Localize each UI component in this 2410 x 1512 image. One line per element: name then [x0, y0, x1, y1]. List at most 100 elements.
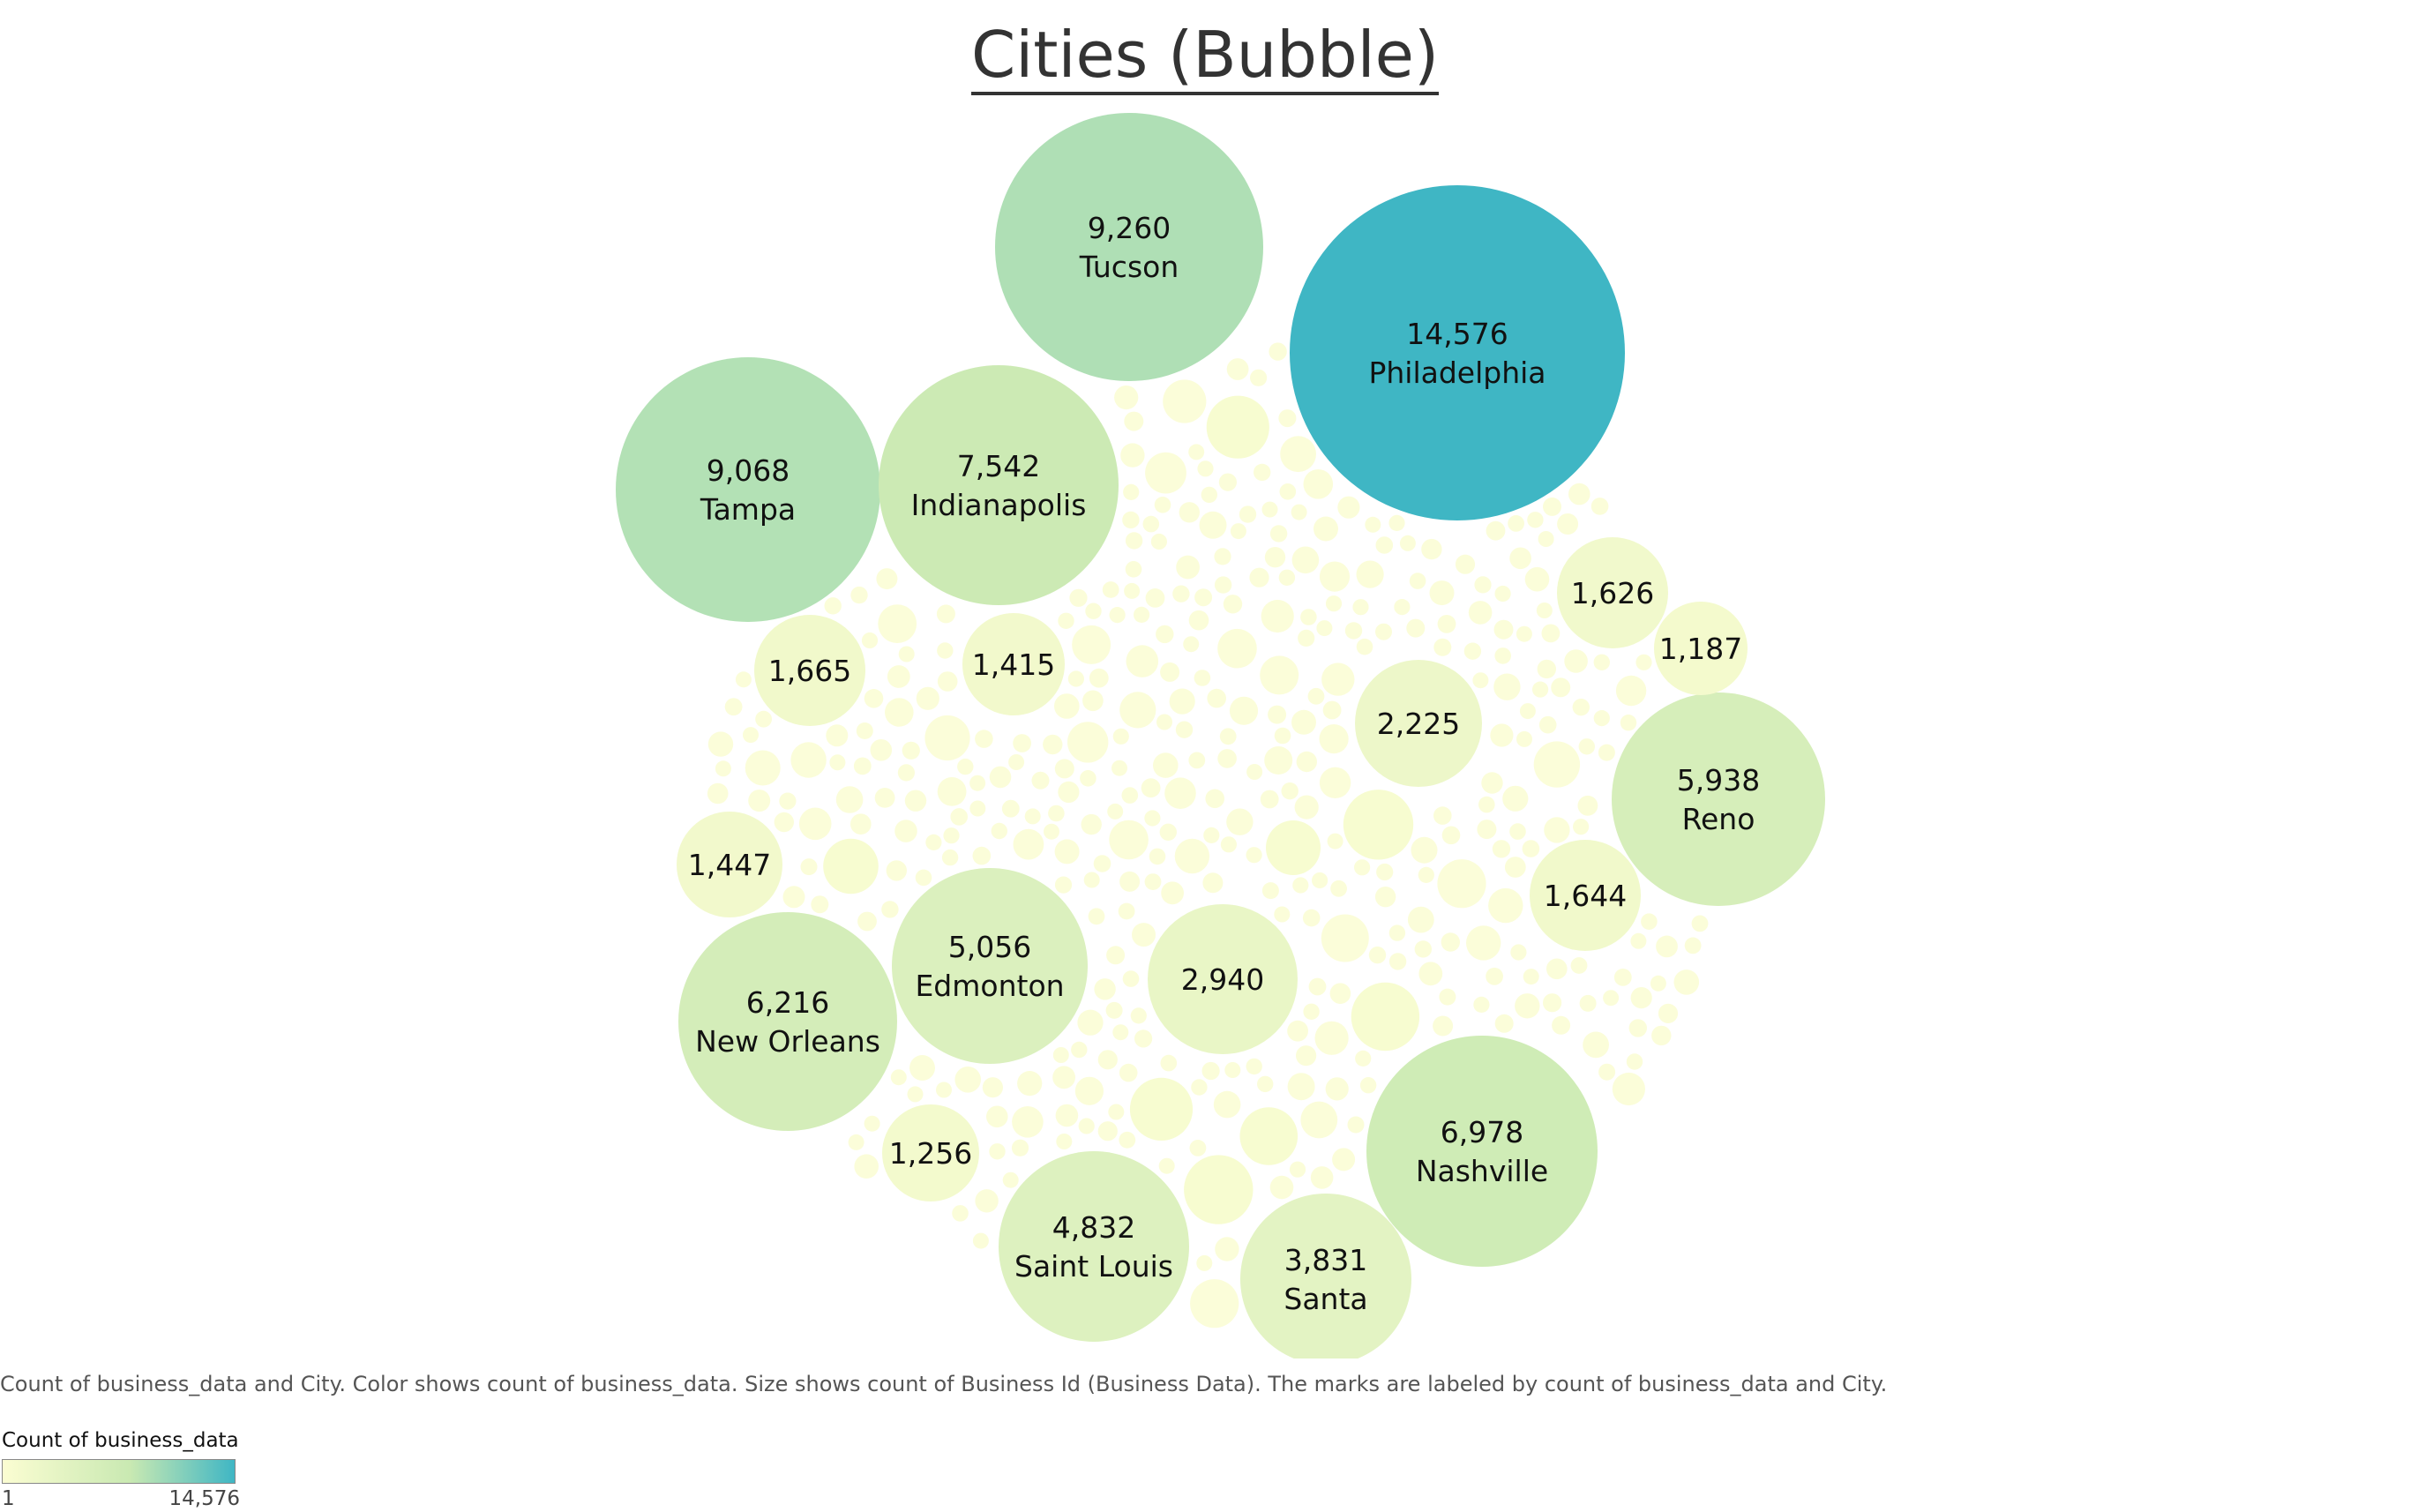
minor-city-bubble[interactable]: [1615, 675, 1647, 707]
minor-city-bubble[interactable]: [954, 1067, 981, 1093]
minor-city-bubble[interactable]: [1124, 582, 1141, 599]
minor-city-bubble[interactable]: [1109, 820, 1149, 860]
minor-city-bubble[interactable]: [1486, 967, 1503, 985]
minor-city-bubble[interactable]: [975, 1189, 999, 1213]
minor-city-bubble[interactable]: [1107, 803, 1124, 820]
minor-city-bubble[interactable]: [1509, 547, 1531, 570]
minor-city-bubble[interactable]: [1494, 647, 1511, 664]
minor-city-bubble[interactable]: [1437, 859, 1486, 909]
city-bubble-edmonton[interactable]: 5,056 Edmonton: [892, 868, 1088, 1064]
minor-city-bubble[interactable]: [937, 777, 967, 806]
city-bubble[interactable]: 1,644: [1530, 840, 1641, 951]
minor-city-bubble[interactable]: [1388, 924, 1406, 941]
minor-city-bubble[interactable]: [1429, 580, 1455, 606]
city-bubble-tampa[interactable]: 9,068 Tampa: [616, 357, 880, 622]
minor-city-bubble[interactable]: [1197, 460, 1214, 477]
minor-city-bubble[interactable]: [782, 886, 805, 909]
minor-city-bubble[interactable]: [924, 715, 970, 761]
minor-city-bubble[interactable]: [1054, 759, 1074, 779]
minor-city-bubble[interactable]: [1219, 728, 1237, 745]
minor-city-bubble[interactable]: [861, 632, 879, 649]
minor-city-bubble[interactable]: [1144, 810, 1161, 827]
minor-city-bubble[interactable]: [1314, 516, 1338, 542]
minor-city-bubble[interactable]: [1303, 1003, 1320, 1021]
minor-city-bubble[interactable]: [1280, 436, 1316, 473]
minor-city-bubble[interactable]: [936, 604, 955, 624]
minor-city-bubble[interactable]: [1481, 772, 1503, 794]
minor-city-bubble[interactable]: [1217, 628, 1257, 669]
minor-city-bubble[interactable]: [1141, 778, 1161, 798]
minor-city-bubble[interactable]: [1175, 721, 1194, 738]
minor-city-bubble[interactable]: [1161, 881, 1184, 905]
minor-city-bubble[interactable]: [826, 724, 849, 747]
minor-city-bubble[interactable]: [1552, 1015, 1571, 1035]
minor-city-bubble[interactable]: [1296, 1045, 1317, 1067]
minor-city-bubble[interactable]: [1319, 767, 1351, 798]
minor-city-bubble[interactable]: [1169, 688, 1195, 715]
city-bubble-new-orleans[interactable]: 6,216 New Orleans: [678, 912, 897, 1131]
minor-city-bubble[interactable]: [1126, 645, 1159, 677]
bubble-mark[interactable]: [1612, 692, 1825, 906]
minor-city-bubble[interactable]: [972, 846, 992, 865]
city-bubble[interactable]: 2,225: [1355, 660, 1482, 787]
minor-city-bubble[interactable]: [1418, 866, 1434, 884]
minor-city-bubble[interactable]: [1201, 486, 1218, 504]
minor-city-bubble[interactable]: [1691, 915, 1709, 932]
city-bubble[interactable]: 2,940: [1148, 904, 1298, 1054]
minor-city-bubble[interactable]: [1673, 969, 1700, 995]
minor-city-bubble[interactable]: [1375, 623, 1392, 640]
minor-city-bubble[interactable]: [1268, 705, 1287, 724]
minor-city-bubble[interactable]: [898, 646, 915, 662]
minor-city-bubble[interactable]: [1261, 599, 1294, 633]
minor-city-bubble[interactable]: [870, 739, 893, 761]
minor-city-bubble[interactable]: [1337, 496, 1360, 519]
minor-city-bubble[interactable]: [1013, 734, 1031, 752]
minor-city-bubble[interactable]: [755, 710, 772, 728]
minor-city-bubble[interactable]: [1488, 887, 1523, 924]
minor-city-bubble[interactable]: [878, 604, 917, 643]
minor-city-bubble[interactable]: [1307, 687, 1325, 705]
minor-city-bubble[interactable]: [824, 597, 842, 615]
minor-city-bubble[interactable]: [1508, 515, 1524, 532]
minor-city-bubble[interactable]: [1325, 595, 1343, 612]
minor-city-bubble[interactable]: [1085, 603, 1102, 619]
minor-city-bubble[interactable]: [1205, 789, 1224, 809]
city-bubble-saint-louis[interactable]: 4,832 Saint Louis: [999, 1151, 1189, 1342]
minor-city-bubble[interactable]: [1008, 754, 1025, 770]
minor-city-bubble[interactable]: [1421, 538, 1442, 560]
minor-city-bubble[interactable]: [1478, 796, 1495, 813]
minor-city-bubble[interactable]: [1106, 946, 1126, 965]
minor-city-bubble[interactable]: [1536, 603, 1553, 618]
minor-city-bubble[interactable]: [1684, 937, 1702, 954]
minor-city-bubble[interactable]: [1120, 443, 1145, 468]
minor-city-bubble[interactable]: [1269, 1175, 1294, 1200]
minor-city-bubble[interactable]: [1327, 833, 1343, 850]
minor-city-bubble[interactable]: [1184, 1155, 1254, 1224]
minor-city-bubble[interactable]: [1541, 624, 1561, 643]
bubble-mark[interactable]: [1557, 537, 1668, 648]
minor-city-bubble[interactable]: [1343, 790, 1414, 860]
minor-city-bubble[interactable]: [1344, 622, 1363, 640]
minor-city-bubble[interactable]: [943, 827, 960, 844]
minor-city-bubble[interactable]: [1194, 670, 1211, 686]
minor-city-bubble[interactable]: [1515, 993, 1540, 1019]
minor-city-bubble[interactable]: [1374, 887, 1396, 908]
minor-city-bubble[interactable]: [1112, 1024, 1129, 1041]
minor-city-bubble[interactable]: [798, 807, 832, 841]
minor-city-bubble[interactable]: [1274, 906, 1291, 923]
minor-city-bubble[interactable]: [1278, 409, 1297, 428]
city-bubble-nashville[interactable]: 6,978 Nashville: [1366, 1036, 1598, 1267]
minor-city-bubble[interactable]: [1114, 385, 1139, 410]
city-bubble-philadelphia[interactable]: 14,576 Philadelphia: [1290, 185, 1625, 520]
minor-city-bubble[interactable]: [1190, 1279, 1239, 1329]
minor-city-bubble[interactable]: [1572, 699, 1590, 716]
minor-city-bubble[interactable]: [1473, 996, 1490, 1013]
city-bubble[interactable]: 1,415: [962, 613, 1065, 715]
minor-city-bubble[interactable]: [829, 754, 846, 771]
minor-city-bubble[interactable]: [1203, 827, 1220, 844]
minor-city-bubble[interactable]: [886, 860, 907, 881]
minor-city-bubble[interactable]: [1052, 1066, 1075, 1089]
minor-city-bubble[interactable]: [1455, 554, 1476, 574]
minor-city-bubble[interactable]: [1224, 1062, 1241, 1078]
minor-city-bubble[interactable]: [885, 698, 914, 727]
